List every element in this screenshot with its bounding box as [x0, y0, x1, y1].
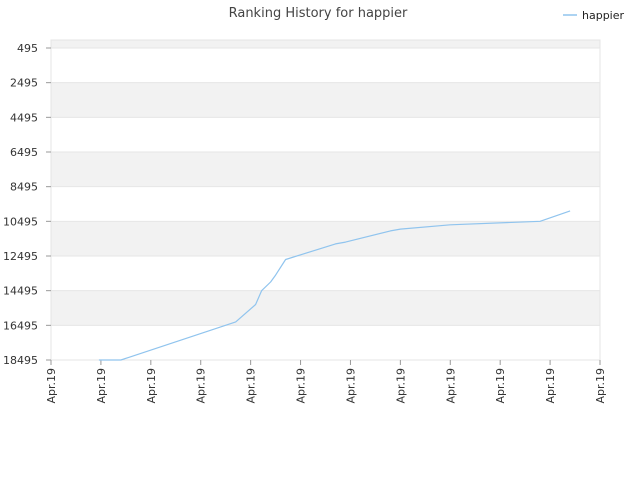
x-tick-label: Apr.19 — [95, 368, 108, 404]
chart-title: Ranking History for happier — [229, 6, 408, 21]
band — [51, 325, 600, 360]
x-tick-label: Apr.19 — [344, 368, 357, 404]
y-tick-label: 495 — [17, 42, 38, 55]
band — [51, 186, 600, 222]
y-tick-label: 2495 — [10, 77, 38, 90]
x-axis: Apr.19 Apr.19 Apr.19 Apr.19 Apr.19 Apr.19 Apr.… — [45, 360, 607, 404]
band — [51, 117, 600, 152]
y-tick-label: 8495 — [10, 181, 38, 194]
y-tick-label: 10495 — [3, 215, 38, 228]
y-axis: 495 2495 4495 6495 8495 10495 12495 14495 16495 1… — [3, 42, 51, 367]
x-tick-label: Apr.19 — [245, 368, 258, 404]
band — [51, 256, 600, 291]
x-tick-label: Apr.19 — [45, 368, 58, 404]
band — [51, 152, 600, 187]
series-layer — [98, 210, 571, 361]
legend: happier — [563, 9, 625, 22]
x-tick-label: Apr.19 — [394, 368, 407, 404]
x-tick-label: Apr.19 — [295, 368, 308, 404]
gridlines — [51, 47, 600, 361]
band — [51, 290, 600, 326]
y-tick-label: 16495 — [3, 319, 38, 332]
band — [51, 82, 600, 118]
legend-label[interactable]: happier — [582, 9, 625, 22]
y-tick-label: 6495 — [10, 146, 38, 159]
y-tick-label: 14495 — [3, 285, 38, 298]
band — [51, 48, 600, 83]
y-tick-label: 18495 — [3, 354, 38, 367]
series-line-happier — [98, 210, 571, 361]
x-tick-label: Apr.19 — [544, 368, 557, 404]
y-tick-label: 4495 — [10, 111, 38, 124]
y-tick-label: 12495 — [3, 250, 38, 263]
x-tick-label: Apr.19 — [594, 368, 607, 404]
x-tick-label: Apr.19 — [494, 368, 507, 404]
x-tick-label: Apr.19 — [145, 368, 158, 404]
band — [51, 40, 600, 48]
x-tick-label: Apr.19 — [195, 368, 208, 404]
x-tick-label: Apr.19 — [444, 368, 457, 404]
band — [51, 221, 600, 256]
background-bands — [50, 39, 601, 361]
